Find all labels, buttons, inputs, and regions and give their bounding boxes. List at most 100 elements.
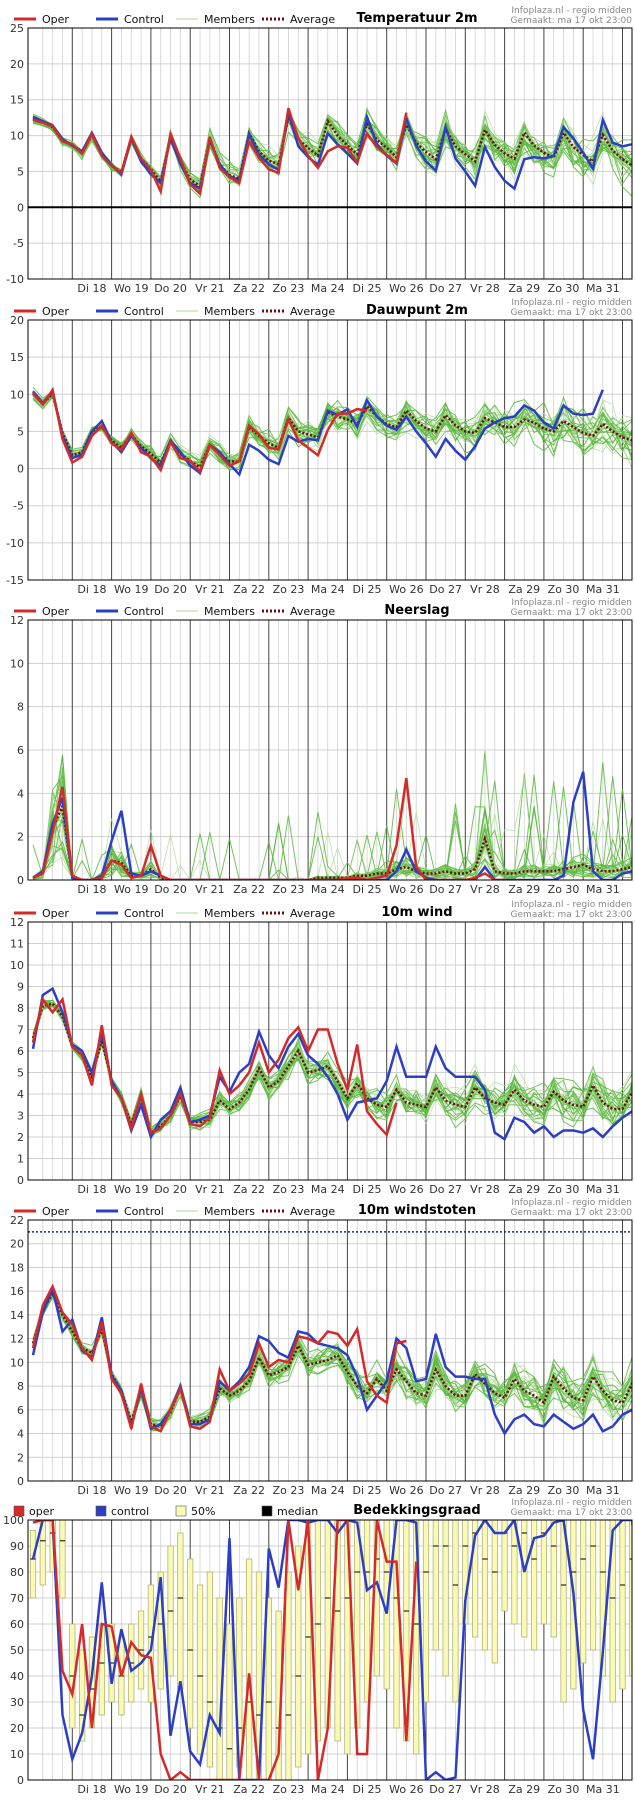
x-tick-label: Di 18	[77, 282, 106, 295]
chart-title: Bedekkingsgraad	[353, 1503, 480, 1518]
x-tick-label: Ma 31	[586, 1484, 620, 1497]
oper-line	[31, 996, 398, 1138]
source-label: Infoplaza.nl - regio midden	[511, 1198, 632, 1208]
percentile-bar	[472, 1520, 479, 1638]
legend-label: Members	[204, 305, 255, 318]
x-tick-label: Di 18	[77, 1783, 106, 1796]
x-tick-label: Ma 31	[586, 1783, 620, 1796]
y-tick-label: 1	[17, 1153, 24, 1166]
y-tick-label: 60	[10, 1618, 24, 1631]
legend-label: Average	[290, 305, 335, 318]
legend-label: Average	[290, 13, 335, 26]
plot-area	[28, 28, 632, 279]
percentile-bar	[59, 1520, 66, 1599]
percentile-bar	[29, 1530, 37, 1599]
legend-label: Oper	[42, 305, 69, 318]
chart-title: 10m windstoten	[358, 1203, 476, 1218]
legend: oper control 50% median	[13, 1505, 318, 1518]
percentile-bar	[246, 1558, 253, 1780]
x-tick-label: Do 27	[429, 1484, 462, 1497]
y-tick-label: 20	[10, 314, 24, 327]
y-tick-label: 2	[17, 1451, 24, 1464]
percentile-bar	[619, 1520, 626, 1690]
percentile-bar	[432, 1520, 439, 1651]
legend-label: Members	[204, 605, 255, 618]
y-tick-label: 5	[17, 165, 24, 178]
percentile-bar	[501, 1520, 508, 1612]
plot-border	[27, 619, 633, 881]
legend-label: Average	[290, 907, 335, 920]
x-tick-label: Do 27	[429, 1783, 462, 1796]
x-tick-label: Di 18	[77, 1484, 106, 1497]
control-line	[32, 388, 604, 477]
y-tick-label: 14	[10, 1309, 24, 1322]
percentile-bar	[177, 1532, 184, 1690]
plot-content	[32, 386, 632, 477]
y-tick-label: 5	[17, 425, 24, 438]
plot-area	[28, 320, 632, 580]
x-tick-label: Ma 24	[311, 583, 345, 596]
x-tick-label: Vr 21	[195, 1484, 225, 1497]
x-tick-label: Ma 31	[586, 282, 620, 295]
chart-panel-1: -15 -10 -5 0 5 10 15 20 Di 18 Wo 19 Do 20 Vr 21 Za 2…	[6, 298, 633, 596]
legend-label: Oper	[42, 1205, 69, 1218]
percentile-bar	[255, 1571, 263, 1780]
plot-content	[32, 105, 632, 199]
x-tick-label: Vr 28	[470, 883, 500, 896]
y-tick-label: 90	[10, 1540, 24, 1553]
x-tick-label: Za 29	[508, 1484, 540, 1497]
y-tick-label: 22	[10, 1214, 24, 1227]
x-tick-label: Do 20	[154, 583, 187, 596]
x-tick-label: Di 25	[353, 282, 382, 295]
y-tick-label: 80	[10, 1566, 24, 1579]
x-tick-label: Zo 30	[548, 282, 580, 295]
x-tick-label: Vr 28	[470, 583, 500, 596]
percentile-bar	[589, 1520, 597, 1651]
x-tick-label: Za 29	[508, 1183, 540, 1196]
y-tick-label: 18	[10, 1261, 24, 1274]
made-label: Gemaakt: ma 17 okt 23:00	[511, 910, 633, 920]
source-label: Infoplaza.nl - regio midden	[511, 900, 632, 910]
y-tick-label: 8	[17, 701, 24, 714]
x-tick-label: Vr 28	[470, 1484, 500, 1497]
y-tick-label: 6	[17, 1404, 24, 1417]
x-tick-label: Wo 19	[114, 282, 148, 295]
legend: Oper Control Members Average	[14, 907, 335, 920]
x-tick-label: Di 18	[77, 883, 106, 896]
percentile-bar	[187, 1558, 194, 1729]
x-tick-label: Wo 26	[389, 282, 423, 295]
x-tick-label: Zo 23	[273, 1484, 305, 1497]
percentile-bar	[530, 1520, 538, 1651]
x-tick-label: Di 18	[77, 583, 106, 596]
x-tick-label: Ma 24	[311, 282, 345, 295]
x-tick-label: Ma 24	[311, 1783, 345, 1796]
x-tick-label: Za 22	[233, 1484, 265, 1497]
y-tick-label: 10	[10, 959, 24, 972]
chart-panel-2: 0 2 4 6 8 10 12 Di 18 Wo 19 Do 20 Vr 21 Za 22 Zo 23 M…	[10, 598, 633, 896]
legend-label: Oper	[42, 907, 69, 920]
legend-label: Control	[124, 907, 164, 920]
y-tick-label: 0	[17, 874, 24, 887]
legend-swatch	[95, 1505, 107, 1517]
chart-title: Neerslag	[384, 603, 449, 618]
y-tick-label: 30	[10, 1696, 24, 1709]
y-tick-label: 25	[10, 22, 24, 35]
x-tick-label: Ma 31	[586, 583, 620, 596]
x-tick-label: Zo 23	[273, 583, 305, 596]
y-tick-label: 2	[17, 1131, 24, 1144]
control-line	[32, 771, 632, 880]
y-tick-label: 15	[10, 94, 24, 107]
percentile-bar	[462, 1520, 469, 1625]
x-tick-label: Za 22	[233, 583, 265, 596]
y-tick-label: 0	[17, 1174, 24, 1187]
x-tick-label: Di 25	[353, 1484, 382, 1497]
made-label: Gemaakt: ma 17 okt 23:00	[511, 16, 633, 26]
y-tick-label: 40	[10, 1670, 24, 1683]
made-label: Gemaakt: ma 17 okt 23:00	[511, 1208, 633, 1218]
y-tick-label: 70	[10, 1592, 24, 1605]
x-tick-label: Ma 24	[311, 1484, 345, 1497]
x-tick-label: Do 20	[154, 1783, 187, 1796]
legend-label: Control	[124, 605, 164, 618]
member-line	[32, 817, 632, 880]
